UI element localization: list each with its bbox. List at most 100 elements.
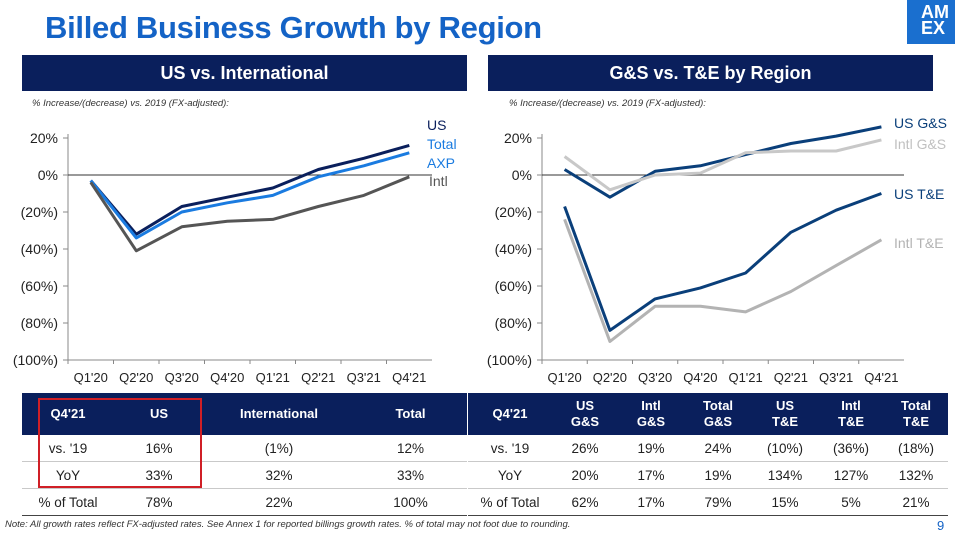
table-cell: (18%) bbox=[884, 435, 948, 462]
y-tick-label: (60%) bbox=[21, 278, 58, 294]
table-cell: (36%) bbox=[818, 435, 884, 462]
table-cell: (10%) bbox=[752, 435, 818, 462]
x-tick-label: Q3'20 bbox=[165, 370, 199, 385]
x-tick-label: Q3'20 bbox=[638, 370, 672, 385]
right-table: Q4'21 US G&S Intl G&S Total G&S US T&E I… bbox=[468, 393, 948, 516]
table-cell: 17% bbox=[618, 488, 684, 516]
y-tick-label: (100%) bbox=[13, 352, 58, 368]
left-subtitle: % Increase/(decrease) vs. 2019 (FX-adjus… bbox=[32, 98, 229, 109]
table-cell: 127% bbox=[818, 461, 884, 489]
series-label-us: US bbox=[427, 117, 446, 133]
table-cell: 33% bbox=[354, 461, 467, 489]
right-table-header: US T&E bbox=[752, 393, 818, 435]
y-tick-label: (80%) bbox=[495, 315, 532, 331]
x-tick-label: Q1'20 bbox=[74, 370, 108, 385]
x-tick-label: Q3'21 bbox=[347, 370, 381, 385]
series-line bbox=[89, 151, 410, 240]
y-tick-label: 20% bbox=[504, 130, 532, 146]
table-cell: 32% bbox=[204, 461, 354, 489]
series-line bbox=[563, 192, 882, 332]
highlight-box bbox=[38, 398, 202, 488]
y-tick-label: 0% bbox=[38, 167, 58, 183]
left-panel-heading: US vs. International bbox=[22, 55, 467, 91]
left-line-chart: 20% 0% (20%) (40%) (60%) (80%) (100%) Q1'20 Q2'2… bbox=[13, 117, 457, 385]
y-tick-label: (40%) bbox=[495, 241, 532, 257]
left-table: Q4'21 US International Total vs. '19 16%… bbox=[22, 393, 467, 516]
logo-line-1: AM bbox=[921, 2, 949, 22]
y-tick-label: 0% bbox=[512, 167, 532, 183]
table-cell: 79% bbox=[684, 488, 752, 516]
y-tick-label: (60%) bbox=[495, 278, 532, 294]
left-table-header: Q4'21 bbox=[22, 393, 114, 435]
x-tick-label: Q3'21 bbox=[819, 370, 853, 385]
table-row: vs. '19 16% (1%) 12% bbox=[22, 435, 467, 462]
table-row: vs. '19 26% 19% 24% (10%) (36%) (18%) bbox=[468, 435, 948, 462]
series-line bbox=[563, 218, 883, 343]
series-label: US G&S bbox=[894, 115, 947, 131]
row-label: vs. '19 bbox=[22, 435, 114, 462]
footnote: Note: All growth rates reflect FX-adjust… bbox=[5, 519, 571, 530]
series-line bbox=[563, 125, 882, 199]
table-cell: 62% bbox=[552, 488, 618, 516]
x-tick-label: Q2'20 bbox=[119, 370, 153, 385]
y-tick-label: (20%) bbox=[21, 204, 58, 220]
page-title: Billed Business Growth by Region bbox=[45, 10, 542, 45]
y-tick-label: (20%) bbox=[495, 204, 532, 220]
x-tick-label: Q4'20 bbox=[683, 370, 717, 385]
row-label: % of Total bbox=[22, 488, 114, 516]
series-label: Intl T&E bbox=[894, 235, 944, 251]
right-panel-heading: G&S vs. T&E by Region bbox=[488, 55, 933, 91]
right-subtitle: % Increase/(decrease) vs. 2019 (FX-adjus… bbox=[509, 98, 706, 109]
logo-line-2: EX bbox=[921, 18, 946, 38]
table-row: YoY 20% 17% 19% 134% 127% 132% bbox=[468, 461, 948, 489]
series-label: US T&E bbox=[894, 186, 944, 202]
x-tick-label: Q2'21 bbox=[301, 370, 335, 385]
left-table-header: US bbox=[114, 393, 204, 435]
right-table-header: Intl T&E bbox=[818, 393, 884, 435]
x-tick-label: Q2'21 bbox=[774, 370, 808, 385]
x-tick-label: Q4'21 bbox=[392, 370, 426, 385]
x-tick-label: Q1'20 bbox=[547, 370, 581, 385]
table-cell: 12% bbox=[354, 435, 467, 462]
row-label: YoY bbox=[22, 461, 114, 489]
table-cell: 19% bbox=[684, 461, 752, 489]
table-cell: 19% bbox=[618, 435, 684, 462]
page-number: 9 bbox=[937, 518, 945, 533]
series-label-total: Total bbox=[427, 136, 457, 152]
row-label: % of Total bbox=[468, 488, 552, 516]
series-line bbox=[89, 175, 410, 253]
right-table-header: Total G&S bbox=[684, 393, 752, 435]
table-row: YoY 33% 32% 33% bbox=[22, 461, 467, 489]
series-line bbox=[563, 138, 882, 192]
table-cell: (1%) bbox=[204, 435, 354, 462]
table-cell: 100% bbox=[354, 488, 467, 516]
right-table-header: Total T&E bbox=[884, 393, 948, 435]
table-cell: 5% bbox=[818, 488, 884, 516]
x-tick-label: Q4'21 bbox=[864, 370, 898, 385]
table-cell: 15% bbox=[752, 488, 818, 516]
series-label-intl: Intl bbox=[429, 173, 448, 189]
row-label: vs. '19 bbox=[468, 435, 552, 462]
table-cell: 20% bbox=[552, 461, 618, 489]
table-cell: 24% bbox=[684, 435, 752, 462]
table-row: % of Total 62% 17% 79% 15% 5% 21% bbox=[468, 488, 948, 516]
row-label: YoY bbox=[468, 461, 552, 489]
y-tick-label: (80%) bbox=[21, 315, 58, 331]
right-table-header: Q4'21 bbox=[468, 393, 552, 435]
series-label-axp: AXP bbox=[427, 155, 455, 171]
table-cell: 78% bbox=[114, 488, 204, 516]
left-table-header: Total bbox=[354, 393, 467, 435]
table-cell: 16% bbox=[114, 435, 204, 462]
amex-logo: AM EX bbox=[907, 0, 955, 44]
y-tick-label: (40%) bbox=[21, 241, 58, 257]
left-table-header: International bbox=[204, 393, 354, 435]
table-cell: 134% bbox=[752, 461, 818, 489]
series-label: Intl G&S bbox=[894, 136, 946, 152]
x-tick-label: Q2'20 bbox=[593, 370, 627, 385]
table-cell: 26% bbox=[552, 435, 618, 462]
y-tick-label: 20% bbox=[30, 130, 58, 146]
table-cell: 17% bbox=[618, 461, 684, 489]
x-tick-label: Q4'20 bbox=[210, 370, 244, 385]
x-tick-label: Q1'21 bbox=[256, 370, 290, 385]
y-tick-label: (100%) bbox=[487, 352, 532, 368]
